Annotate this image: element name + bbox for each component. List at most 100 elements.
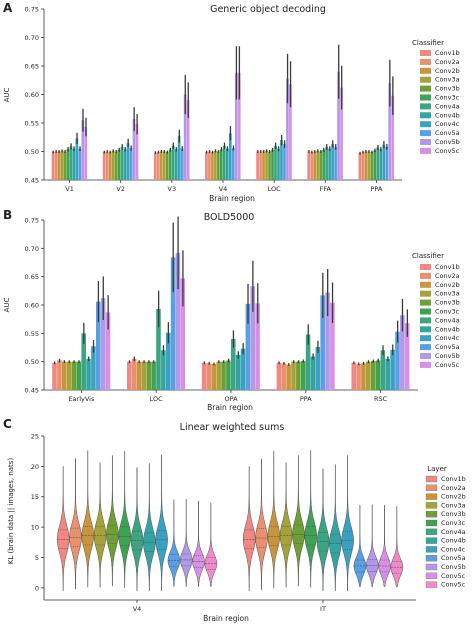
panel-a-bar (358, 153, 362, 180)
panel-b-legend-swatch (420, 361, 431, 368)
panel-a-x-tick-label: PPA (370, 185, 382, 193)
panel-b-bar (226, 360, 231, 390)
panel-a-y-tick-label: 0.55 (25, 120, 39, 128)
panel-b-legend-swatch (420, 344, 431, 351)
panel-c-violin (204, 502, 218, 587)
panel-b-bar (76, 361, 82, 390)
panel-c-legend-label: Conv5a (441, 554, 466, 562)
panel-b-legend-label: Conv5c (435, 361, 460, 369)
panel-c-y-tick-label: 20 (31, 463, 39, 471)
panel-a-bar (135, 124, 139, 180)
panel-c-legend-swatch (425, 572, 438, 579)
panel-c-legend-label: Conv1b (441, 475, 466, 483)
panel-c-legend-swatch (425, 502, 438, 509)
panel-b-legend-swatch (420, 264, 431, 270)
panel-b-bar (291, 361, 296, 390)
panel-b-y-tick-label: 0.75 (25, 217, 39, 225)
panel-b-bar (81, 333, 86, 390)
panel-a-bar (60, 150, 64, 180)
panel-b-bar (370, 361, 376, 390)
panel-a-x-tick-label: FFA (320, 185, 332, 193)
panel-b-bar (221, 361, 226, 390)
panel-a-bar (325, 146, 328, 180)
panel-b-bar (276, 362, 282, 390)
panel-a-bar (307, 151, 311, 180)
panel-b-bar (165, 332, 171, 390)
panel-b-x-tick-label: OPA (224, 395, 238, 403)
panel-a-bar (171, 145, 175, 180)
panel-b-bar (86, 358, 91, 390)
panel-b-bar (105, 312, 111, 390)
panel-c-legend-swatch (425, 511, 438, 518)
panel-b-legend-swatch (420, 335, 431, 342)
panel-b-bar (161, 350, 166, 390)
panel-b-y-tick-label: 0.60 (25, 302, 39, 310)
panel-a-bar (340, 87, 343, 180)
panel-a-y-tick-label: 0.60 (25, 91, 39, 99)
panel-c-violin (353, 504, 367, 587)
panel-c-legend-label: Conv3b (441, 510, 466, 518)
panel-a-bar (120, 146, 124, 180)
panel-c-violin (390, 506, 404, 587)
panel-b-bar (61, 361, 67, 390)
panel-a-bar (286, 78, 289, 180)
panel-a-legend-swatch (420, 130, 431, 137)
panel-c-legend-swatch (425, 484, 438, 491)
panel-c-violin (255, 458, 268, 590)
panel-a-bar (84, 126, 88, 180)
panel-a-bar (66, 149, 70, 180)
panel-c-legend-label: Conv2b (441, 493, 466, 501)
panel-a-y-tick-label: 0.70 (25, 34, 39, 42)
panel-a-legend-swatch (420, 112, 431, 119)
panel-b-bar (390, 349, 395, 390)
panel-c-violin (279, 462, 293, 588)
panel-b-legend-title: Classifier (412, 252, 444, 260)
panel-c-legend-label: Conv5c (441, 572, 466, 580)
panel-a-x-tick-label: V4 (219, 185, 228, 193)
panel-c-violin (56, 466, 70, 592)
panel-b-y-tick-label: 0.45 (25, 387, 39, 395)
panel-b-bar (380, 350, 386, 390)
panel-b-bar (52, 362, 57, 390)
panel-b-bar (361, 363, 366, 390)
panel-b-bar (305, 334, 311, 390)
panel-b-bar (296, 361, 301, 390)
panel-a-bar (268, 151, 271, 180)
panel-a-bar (223, 145, 226, 180)
panel-b-x-tick-label: LOC (150, 395, 164, 403)
panel-a-bar (75, 138, 79, 180)
panel-a-bar (54, 151, 58, 180)
panel-a-y-tick-label: 0.50 (25, 148, 39, 156)
panel-a-bar (123, 149, 127, 180)
panel-c-legend-label: Conv3c (441, 519, 466, 527)
panel-a-bar (177, 136, 181, 180)
panel-b-y-tick-label: 0.55 (25, 330, 39, 338)
panel-b-bar (156, 308, 161, 390)
panel-a-bar (153, 152, 157, 180)
panel-a-bar (313, 151, 317, 180)
panel-b-y-tick-label: 0.50 (25, 358, 39, 366)
panel-c-legend-label: Conv4c (441, 545, 466, 553)
panel-c-violin (130, 467, 144, 592)
panel-a-bar (183, 94, 187, 180)
panel-a-legend-swatch (420, 58, 431, 65)
panel-a-x-tick-label: V1 (65, 185, 74, 193)
panel-a-bar (132, 119, 136, 180)
panel-c-violin (118, 450, 131, 589)
panel-a-xlabel: Brain region (209, 194, 255, 203)
panel-c-violin (106, 455, 119, 587)
panel-a-legend-label: Conv4c (435, 120, 460, 128)
panel-b-bar (395, 331, 400, 390)
panel-b-bar (240, 348, 246, 390)
panel-b-bar (255, 303, 260, 390)
panel-c-violin (167, 499, 181, 587)
panel-b-bar (351, 362, 356, 390)
panel-a-bar (319, 151, 323, 180)
panel-c-violin (93, 462, 107, 588)
panel-c-violin (179, 498, 193, 587)
panel-a-bar (129, 148, 133, 180)
panel-a-legend-label: Conv2b (435, 67, 460, 75)
panel-a-bar (385, 146, 389, 180)
panel-c-legend-label: Conv5b (441, 563, 466, 571)
